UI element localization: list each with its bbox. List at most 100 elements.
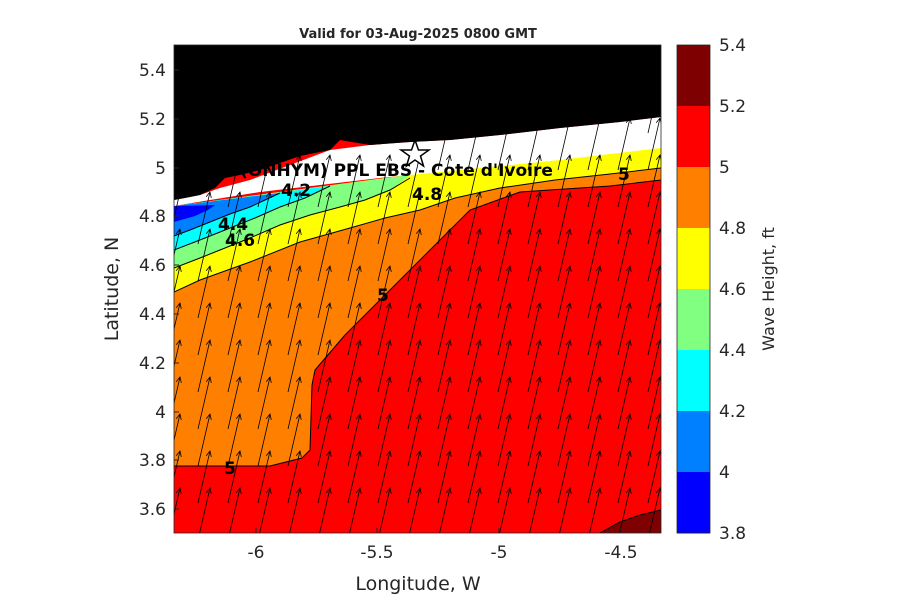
direction-arrow — [617, 339, 632, 393]
direction-arrow — [174, 339, 182, 368]
direction-arrow — [497, 302, 512, 356]
contour-line-5.2 — [599, 509, 661, 533]
direction-arrow — [347, 450, 362, 504]
direction-arrow — [467, 302, 482, 356]
direction-arrow — [287, 376, 302, 430]
direction-arrow — [619, 487, 632, 533]
contour-line-4.4 — [174, 185, 331, 251]
direction-arrow — [377, 265, 392, 319]
star-icon — [398, 137, 432, 168]
direction-arrow — [497, 339, 512, 393]
direction-arrow — [617, 265, 632, 319]
direction-arrow — [377, 376, 392, 430]
direction-arrow — [437, 376, 452, 430]
direction-arrow — [319, 487, 332, 533]
direction-arrow — [437, 117, 452, 171]
direction-arrow — [617, 376, 632, 430]
direction-arrow — [227, 302, 242, 356]
direction-arrow — [527, 265, 542, 319]
direction-arrow — [287, 302, 302, 356]
x-tick-label: -5 — [491, 543, 508, 563]
direction-arrow — [497, 154, 512, 208]
colorbar-tick-label: 4.6 — [719, 280, 746, 300]
direction-arrow — [437, 413, 452, 467]
direction-arrow — [347, 228, 362, 282]
colorbar-cell — [677, 106, 710, 168]
direction-arrow — [317, 154, 332, 208]
x-axis-title: Longitude, W — [355, 573, 481, 595]
direction-arrow — [557, 376, 572, 430]
direction-arrow — [287, 265, 302, 319]
direction-arrow — [257, 413, 272, 467]
direction-arrow — [587, 117, 602, 171]
direction-arrow — [467, 413, 482, 467]
map-plot-area — [174, 45, 661, 533]
direction-arrow — [437, 302, 452, 356]
direction-arrow — [587, 191, 602, 245]
direction-arrow — [557, 450, 572, 504]
direction-arrow — [379, 487, 392, 533]
direction-arrow — [587, 450, 602, 504]
direction-arrow — [617, 450, 632, 504]
direction-arrow — [227, 154, 242, 208]
y-tick-label: 5 — [155, 159, 166, 179]
direction-arrow — [257, 450, 272, 504]
y-tick-label: 3.8 — [139, 451, 166, 471]
direction-arrow — [317, 302, 332, 356]
contour-label: 4.6 — [225, 231, 255, 251]
wave-band-4.0-4.2 — [174, 193, 280, 236]
direction-arrow — [197, 376, 212, 430]
direction-arrow — [347, 191, 362, 245]
colorbar-tick-label: 4.2 — [719, 402, 746, 422]
direction-arrow — [497, 228, 512, 282]
direction-arrow — [377, 302, 392, 356]
wave-direction-vectors — [174, 80, 661, 533]
wave-band-5.2-5.4 — [600, 510, 661, 533]
direction-arrow — [407, 191, 422, 245]
direction-arrow — [527, 191, 542, 245]
x-axis: -6 -5.5 -5 -4.5 Longitude, W — [248, 528, 638, 595]
direction-arrow — [617, 302, 632, 356]
direction-arrow — [589, 487, 602, 533]
direction-arrow — [257, 376, 272, 430]
direction-arrow — [407, 302, 422, 356]
colorbar-cell — [677, 472, 710, 534]
direction-arrow — [587, 228, 602, 282]
direction-arrow — [197, 450, 212, 504]
x-tick-label: -4.5 — [604, 543, 637, 563]
contour-line-4.2 — [174, 192, 281, 237]
direction-arrow — [557, 228, 572, 282]
contour-label: 4.8 — [412, 185, 442, 205]
direction-arrow — [557, 413, 572, 467]
colorbar-tick-label: 5 — [719, 158, 730, 178]
direction-arrow — [317, 413, 332, 467]
direction-arrow — [289, 487, 302, 533]
wave-band-4.6-4.8 — [174, 140, 661, 292]
y-ticks — [174, 69, 179, 510]
direction-arrow — [617, 191, 632, 245]
direction-arrow — [227, 376, 242, 430]
direction-arrow — [497, 376, 512, 430]
direction-arrow — [317, 339, 332, 393]
direction-arrow — [587, 265, 602, 319]
direction-arrow — [317, 376, 332, 430]
direction-arrow — [197, 191, 212, 245]
contour-label: 5 — [224, 459, 236, 479]
y-tick-label: 4.8 — [139, 207, 166, 227]
colorbar-tick-label: 5.2 — [719, 97, 746, 117]
direction-arrow — [467, 117, 482, 171]
direction-arrow — [287, 228, 302, 282]
plot-title: Valid for 03-Aug-2025 0800 GMT — [299, 27, 537, 42]
direction-arrow — [229, 487, 242, 533]
direction-arrow — [617, 413, 632, 467]
colorbar-tick-label: 3.8 — [719, 524, 746, 544]
direction-arrow — [407, 413, 422, 467]
direction-arrow — [227, 228, 242, 282]
y-tick-label: 4 — [155, 403, 166, 423]
direction-arrow — [499, 487, 512, 533]
direction-arrow — [497, 265, 512, 319]
direction-arrow — [347, 413, 362, 467]
direction-arrow — [257, 302, 272, 356]
direction-arrow — [407, 339, 422, 393]
